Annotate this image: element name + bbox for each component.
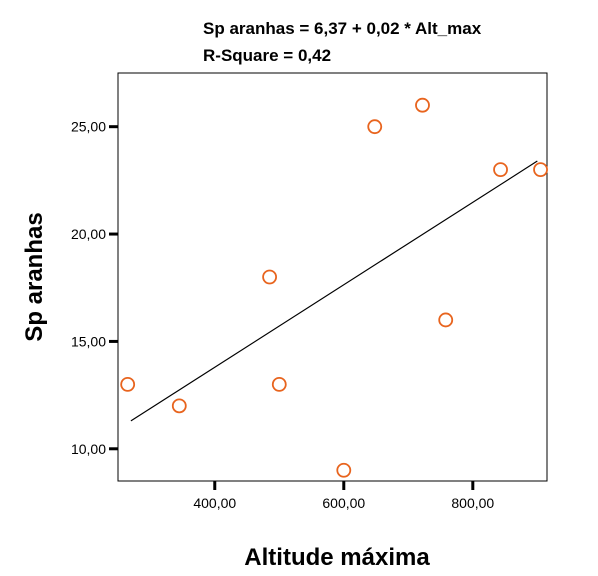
y-tick-label: 10,00 <box>71 441 106 457</box>
data-point <box>367 119 383 135</box>
points-group <box>120 97 548 478</box>
plot-area <box>117 72 548 482</box>
data-point <box>271 376 287 392</box>
data-point <box>533 162 548 178</box>
r-square-label: R-Square = 0,42 <box>203 46 331 65</box>
x-tick-label: 800,00 <box>451 495 494 511</box>
data-point <box>336 462 352 478</box>
y-axis-title: Sp aranhas <box>21 212 48 341</box>
data-point <box>171 398 187 414</box>
data-point <box>120 376 136 392</box>
data-point <box>415 97 430 113</box>
data-point <box>262 269 278 285</box>
data-point <box>438 312 454 328</box>
x-tick-label: 400,00 <box>193 495 236 511</box>
y-tick-label: 20,00 <box>71 226 106 242</box>
x-axis-title: Altitude máxima <box>244 544 430 571</box>
y-tick-label: 15,00 <box>71 333 106 349</box>
regression-equation: Sp aranhas = 6,37 + 0,02 * Alt_max <box>203 19 482 38</box>
x-axis: 400,00 600,00 800,00 <box>193 481 494 511</box>
regression-line <box>130 160 538 422</box>
fit-line-group <box>130 160 538 422</box>
data-point <box>493 162 508 178</box>
x-tick-label: 600,00 <box>322 495 365 511</box>
y-axis: 10,00 15,00 20,00 25,00 <box>71 119 118 457</box>
y-tick-label: 25,00 <box>71 119 106 135</box>
